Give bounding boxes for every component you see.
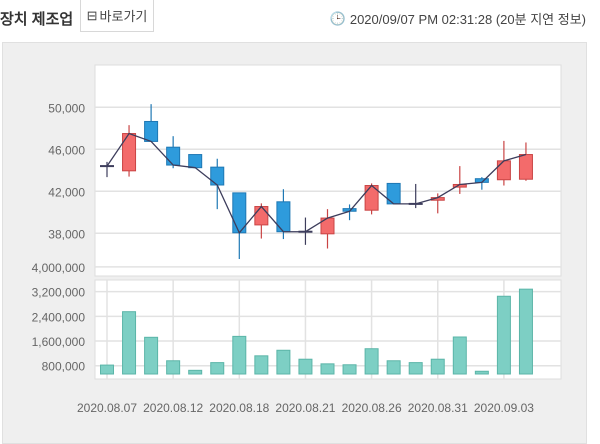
volume-bar — [342, 364, 357, 375]
volume-bar — [408, 362, 423, 375]
price-tick-label: 46,000 — [48, 143, 85, 157]
date-tick-label: 2020.09.03 — [474, 401, 534, 415]
volume-tick-label: 4,000,000 — [32, 261, 86, 275]
timestamp: 🕒 2020/09/07 PM 02:31:28 (20분 지연 정보) — [330, 9, 586, 28]
date-tick-label: 2020.08.31 — [408, 401, 468, 415]
shortcut-label: 바로가기 — [99, 9, 148, 24]
price-tick-label: 42,000 — [48, 185, 85, 199]
volume-bar — [518, 288, 533, 375]
shortcut-button[interactable]: ⊟ 바로가기 — [80, 0, 154, 32]
volume-bar — [122, 311, 137, 375]
volume-bar — [430, 358, 445, 375]
volume-tick-label: 800,000 — [42, 360, 86, 374]
volume-tick-label: 3,200,000 — [32, 286, 86, 300]
volume-bar — [364, 348, 379, 375]
volume-bar — [166, 360, 181, 375]
close-price-line — [106, 132, 527, 234]
volume-bar — [188, 369, 203, 375]
date-tick-label: 2020.08.18 — [209, 401, 269, 415]
volume-bar — [320, 363, 335, 375]
volume-bar — [232, 335, 247, 375]
clock-icon: 🕒 — [329, 10, 346, 26]
volume-bar — [144, 336, 159, 375]
date-tick-label: 2020.08.26 — [342, 401, 402, 415]
volume-bar — [276, 349, 291, 375]
volume-bar — [210, 362, 225, 375]
candle-body — [210, 166, 225, 186]
date-tick-label: 2020.08.07 — [77, 401, 137, 415]
shortcut-icon: ⊟ — [86, 7, 98, 23]
date-tick-label: 2020.08.21 — [275, 401, 335, 415]
price-tick-label: 38,000 — [48, 227, 85, 241]
candle-body — [496, 160, 511, 181]
volume-bar — [386, 360, 401, 375]
volume-bar — [452, 336, 467, 375]
volume-bar — [496, 295, 511, 375]
candle-body — [254, 206, 269, 226]
volume-bar — [298, 358, 313, 375]
volume-bar — [100, 364, 114, 375]
page-title: 장치 제조업 — [0, 11, 74, 28]
volume-bar — [474, 370, 489, 375]
volume-tick-label: 1,600,000 — [32, 335, 86, 349]
candle-body — [188, 154, 203, 169]
date-tick-label: 2020.08.12 — [143, 401, 203, 415]
volume-bar — [254, 355, 269, 375]
candle-body — [518, 154, 533, 180]
candle-body — [144, 120, 159, 142]
candle-body — [166, 146, 181, 166]
price-tick-label: 50,000 — [48, 101, 85, 115]
volume-tick-label: 2,400,000 — [32, 310, 86, 324]
timestamp-text: 2020/09/07 PM 02:31:28 (20분 지연 정보) — [349, 12, 586, 27]
